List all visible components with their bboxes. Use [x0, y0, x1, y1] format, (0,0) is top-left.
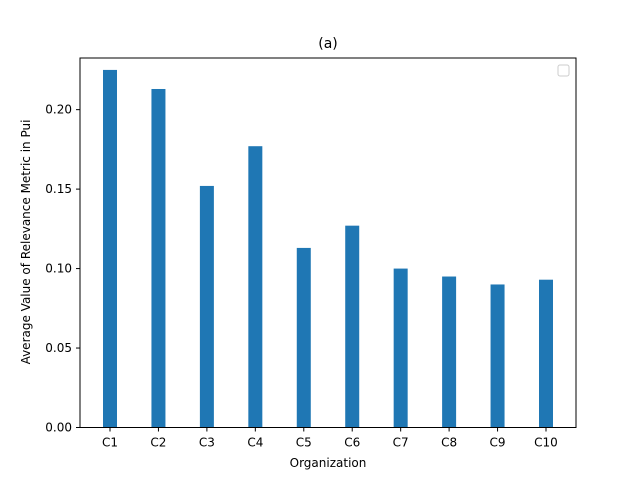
bar-c3 — [199, 185, 214, 428]
x-tick-label: C2 — [150, 436, 166, 450]
bars-layer — [103, 69, 553, 428]
x-tick-label: C6 — [344, 436, 360, 450]
y-tick-label: 0.20 — [45, 103, 72, 117]
bar-c6 — [345, 225, 360, 428]
bar-c10 — [539, 279, 553, 428]
bar-c7 — [393, 268, 408, 428]
bar-c5 — [296, 247, 311, 428]
plot-area-frame — [79, 57, 577, 428]
bar-c9 — [490, 284, 505, 428]
x-axis-label: Organization — [290, 456, 367, 470]
x-tick-label: C4 — [247, 436, 263, 450]
x-tick-label: C10 — [534, 436, 558, 450]
y-tick-label: 0.10 — [45, 262, 72, 276]
bar-c1 — [103, 69, 117, 428]
x-tick-label: C1 — [102, 436, 118, 450]
y-tick-label: 0.05 — [45, 341, 72, 355]
y-tick-label: 0.15 — [45, 182, 72, 196]
y-axis-ticks: 0.00 0.05 0.10 0.15 0.20 — [45, 103, 80, 435]
x-tick-label: C3 — [199, 436, 215, 450]
x-axis-ticks: C1 C2 C3 C4 C5 C6 C7 C8 C9 C10 — [102, 427, 558, 450]
x-tick-label: C9 — [490, 436, 506, 450]
y-axis-label: Average Value of Relevance Metric in Pui — [19, 120, 33, 365]
bar-c8 — [442, 276, 457, 428]
y-tick-label: 0.00 — [45, 421, 72, 435]
bar-c2 — [151, 88, 166, 428]
chart-title: (a) — [318, 36, 338, 52]
x-tick-label: C7 — [393, 436, 409, 450]
bar-c4 — [248, 146, 263, 428]
x-tick-label: C8 — [441, 436, 457, 450]
legend-box — [557, 64, 570, 77]
x-tick-label: C5 — [296, 436, 312, 450]
